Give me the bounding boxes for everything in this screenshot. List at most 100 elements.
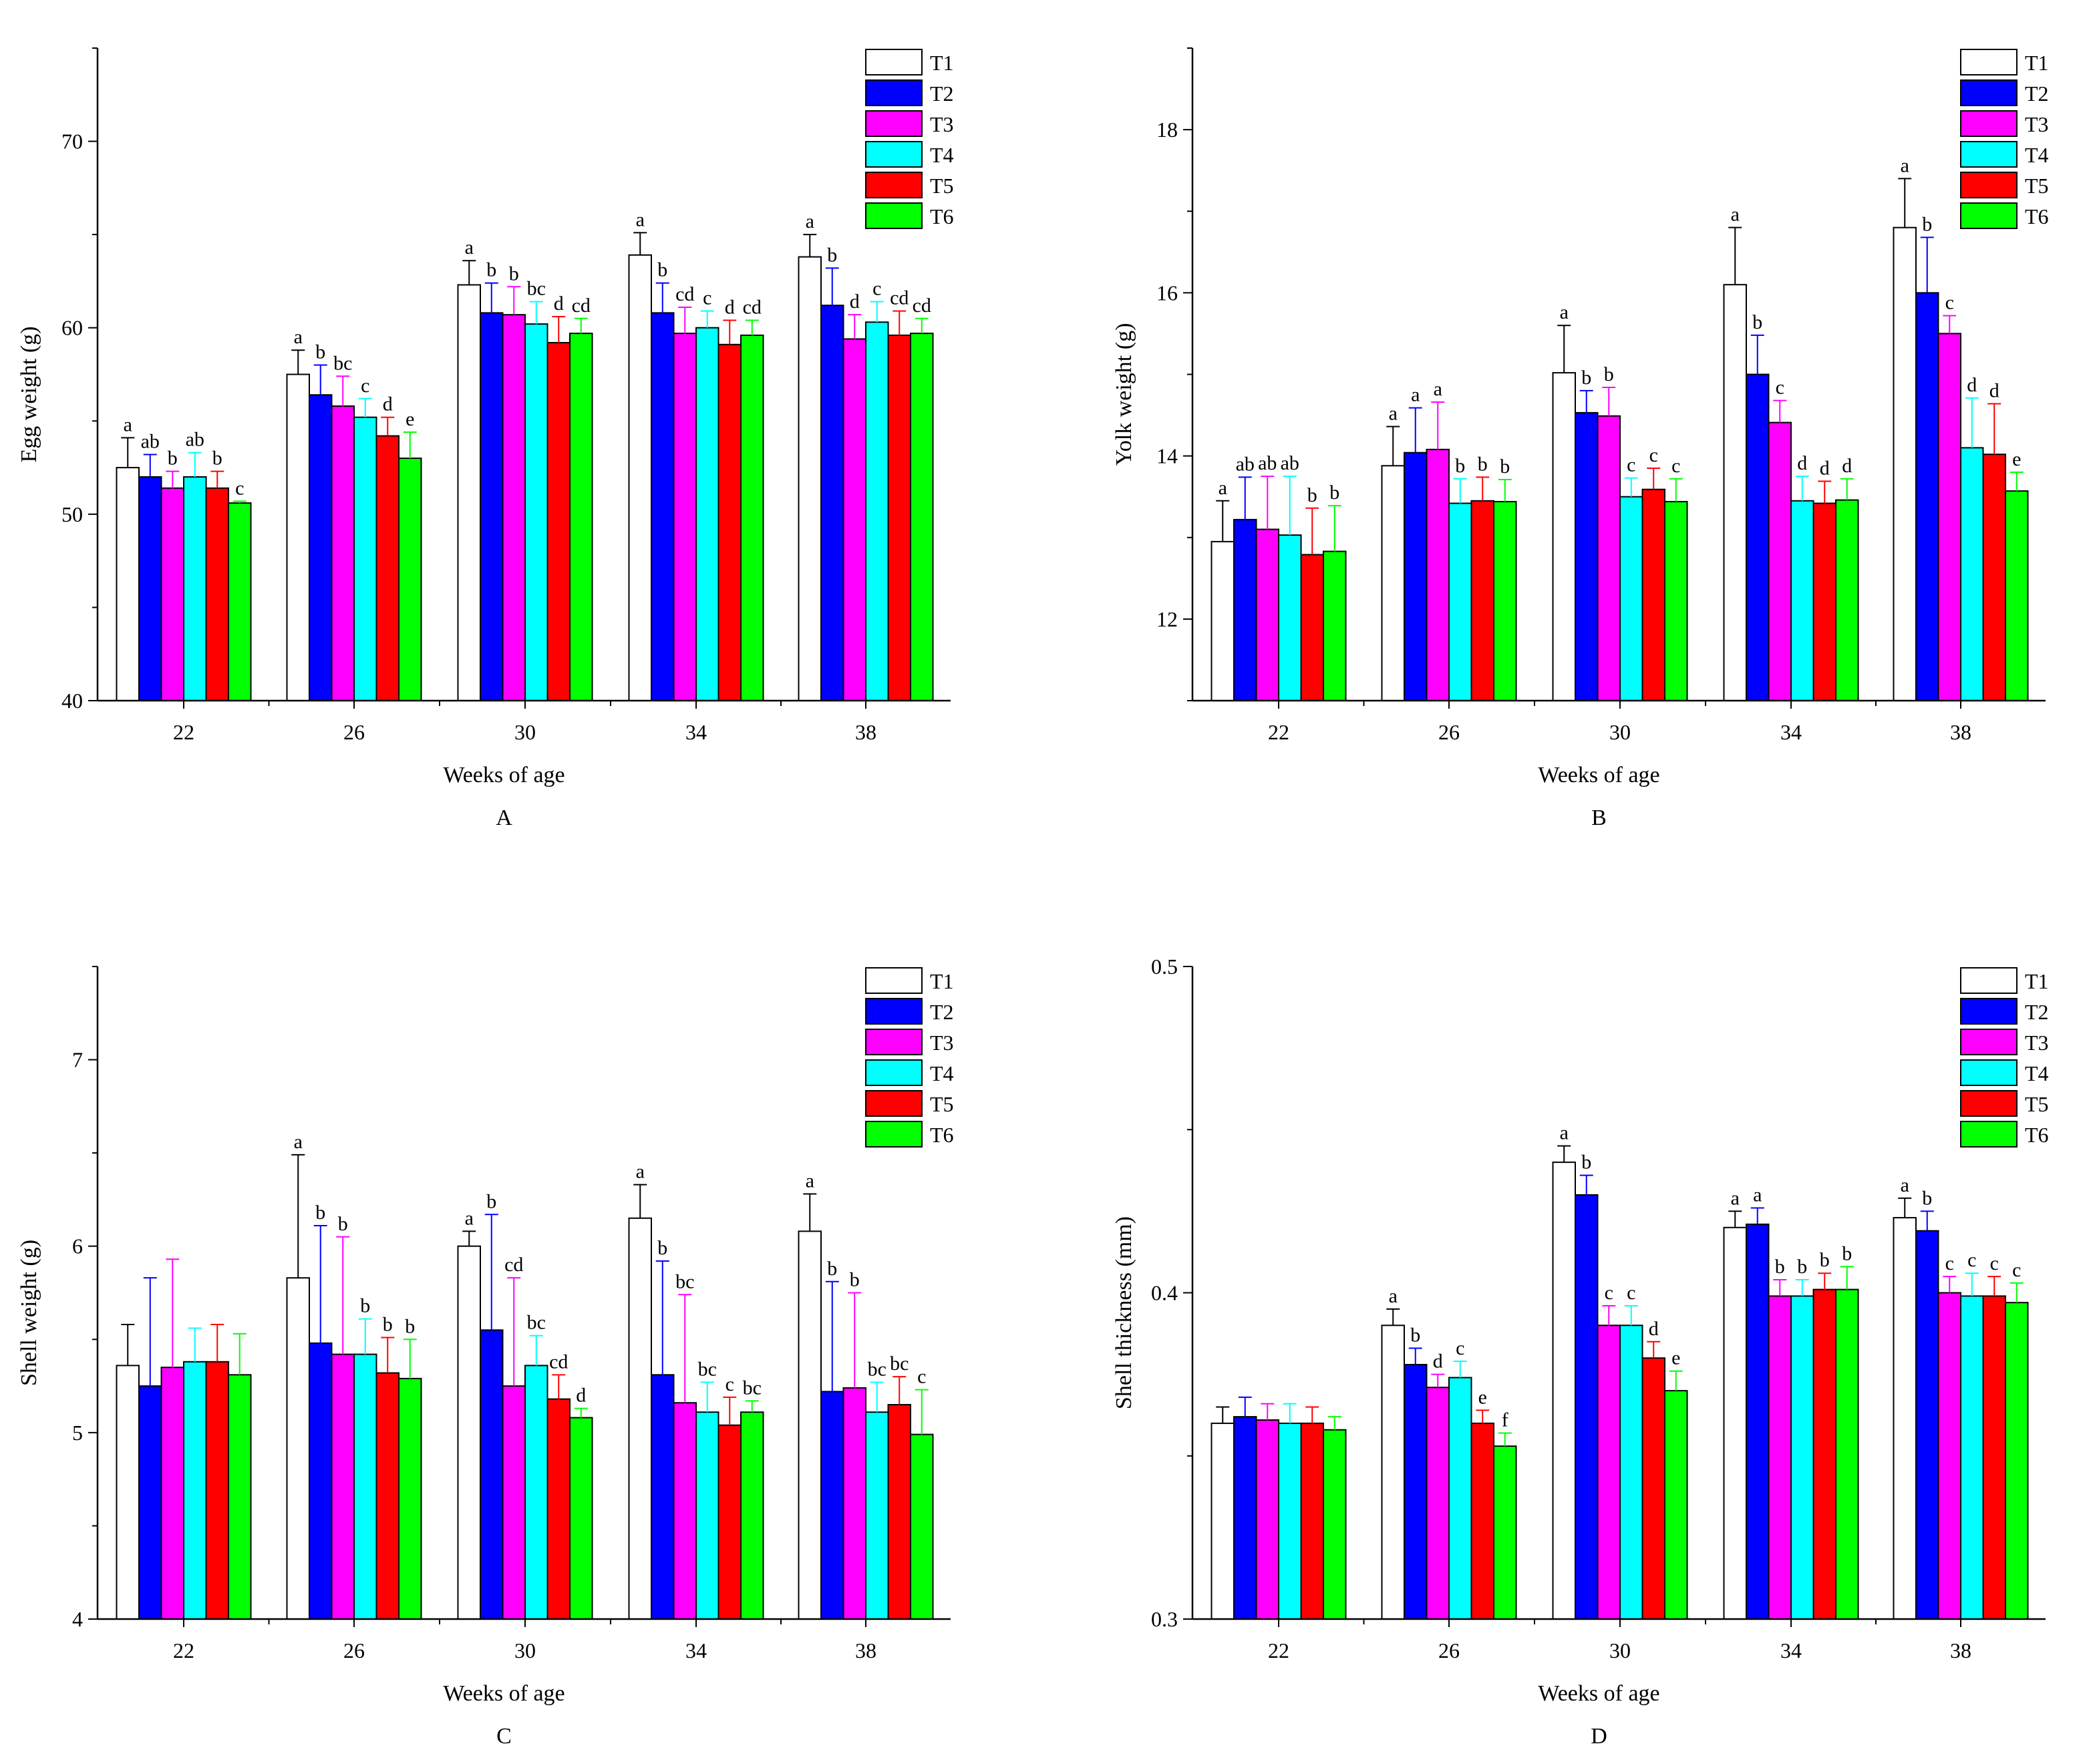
bar-b-t5-wk38 — [1982, 454, 2006, 701]
bar-d-t6-wk22 — [1323, 1429, 1347, 1620]
bar-a-t3-wk22 — [160, 487, 184, 701]
bar-d-t4-wk38 — [1960, 1295, 1984, 1620]
bar-b-t6-wk38 — [2005, 490, 2029, 701]
bar-a-t5-wk30 — [546, 342, 571, 701]
sig-label-b-t1-wk38: a — [1901, 154, 1909, 176]
bar-a-t6-wk30 — [569, 333, 593, 702]
sig-label-c-t4-wk26: b — [360, 1295, 370, 1317]
bar-a-t5-wk22 — [205, 487, 229, 701]
sig-label-d-t1-wk38: a — [1901, 1174, 1909, 1196]
legend-label-b-t5: T5 — [2025, 174, 2049, 198]
sig-label-d-t3-wk34: b — [1775, 1256, 1785, 1278]
sig-label-c-t1-wk30: a — [465, 1207, 474, 1229]
bar-c-t2-wk38 — [820, 1391, 844, 1620]
bar-c-t2-wk30 — [480, 1329, 504, 1620]
bar-d-t1-wk38 — [1893, 1217, 1917, 1620]
x-tick-label-c-22: 22 — [173, 1638, 194, 1662]
sig-label-c-t4-wk34: bc — [698, 1358, 717, 1380]
sig-label-b-t5-wk26: b — [1478, 453, 1488, 475]
y-tick-label-d: 0.4 — [1151, 1281, 1178, 1305]
y-tick-label-c: 6 — [72, 1234, 83, 1258]
x-tick-label-d-34: 34 — [1780, 1638, 1802, 1662]
x-axis-title-d: Weeks of age — [1538, 1681, 1659, 1706]
bar-c-t4-wk26 — [353, 1353, 377, 1620]
legend-label-a-t2: T2 — [930, 81, 954, 106]
legend-label-c-t2: T2 — [930, 1000, 954, 1024]
sig-label-c-t4-wk30: bc — [527, 1312, 546, 1334]
legend-label-b-t2: T2 — [2025, 81, 2049, 106]
sig-label-a-t6-wk26: e — [406, 408, 414, 430]
bar-d-t5-wk34 — [1812, 1288, 1836, 1620]
sig-label-c-t2-wk30: b — [486, 1190, 496, 1212]
bar-b-t1-wk26 — [1381, 465, 1405, 701]
bar-b-t6-wk26 — [1493, 501, 1517, 701]
sig-label-a-t6-wk38: cd — [913, 295, 931, 317]
sig-label-c-t1-wk26: a — [294, 1131, 303, 1153]
bar-a-t5-wk38 — [887, 334, 911, 701]
sig-label-a-t5-wk30: d — [554, 293, 564, 315]
sig-label-b-t3-wk22: ab — [1258, 452, 1277, 474]
panel-label-a: A — [496, 806, 512, 830]
bar-b-t5-wk22 — [1300, 554, 1324, 702]
bar-c-t4-wk34 — [695, 1411, 719, 1620]
y-axis-title-c: Shell weight (g) — [17, 1240, 41, 1386]
sig-label-d-t2-wk38: b — [1922, 1187, 1932, 1209]
sig-label-a-t6-wk22: c — [235, 477, 244, 499]
bar-d-t5-wk22 — [1300, 1422, 1324, 1620]
sig-label-b-t4-wk30: c — [1627, 454, 1635, 476]
sig-label-d-t5-wk26: e — [1478, 1386, 1487, 1408]
legend-swatch-d-t2 — [1960, 998, 2018, 1025]
sig-label-d-t4-wk34: b — [1797, 1256, 1807, 1278]
sig-label-c-t6-wk34: bc — [743, 1377, 762, 1399]
legend-swatch-a-t3 — [865, 110, 923, 137]
sig-label-c-t3-wk30: cd — [504, 1254, 523, 1276]
x-tick-label-a-30: 30 — [514, 720, 536, 744]
legend-label-d-t3: T3 — [2025, 1031, 2049, 1055]
sig-label-d-t2-wk34: a — [1753, 1184, 1762, 1206]
panel-label-b: B — [1591, 806, 1607, 830]
x-axis-title-a: Weeks of age — [443, 763, 565, 787]
legend-swatch-b-t3 — [1960, 110, 2018, 137]
bar-d-t4-wk34 — [1790, 1295, 1814, 1620]
bar-a-t3-wk30 — [502, 314, 526, 701]
bar-b-t4-wk26 — [1448, 502, 1472, 701]
bar-d-t2-wk22 — [1233, 1416, 1257, 1620]
bar-c-t2-wk34 — [651, 1374, 675, 1620]
sig-label-a-t5-wk22: b — [212, 448, 222, 470]
legend-swatch-b-t2 — [1960, 79, 2018, 106]
legend-swatch-d-t5 — [1960, 1090, 2018, 1117]
x-tick-label-d-38: 38 — [1950, 1638, 1971, 1662]
legend-swatch-d-t4 — [1960, 1059, 2018, 1086]
bar-d-t3-wk22 — [1255, 1419, 1279, 1620]
bar-d-t4-wk26 — [1448, 1377, 1472, 1620]
sig-label-c-t5-wk38: bc — [890, 1353, 909, 1375]
sig-label-a-t4-wk30: bc — [527, 278, 546, 300]
sig-label-b-t2-wk34: b — [1752, 311, 1762, 333]
bar-a-t4-wk34 — [695, 327, 719, 701]
bar-b-t6-wk22 — [1323, 550, 1347, 701]
sig-label-a-t3-wk22: b — [168, 448, 178, 470]
bar-c-t3-wk30 — [502, 1385, 526, 1620]
legend-swatch-a-t2 — [865, 79, 923, 106]
bar-a-t1-wk34 — [628, 254, 652, 701]
y-tick-label-b: 16 — [1156, 281, 1178, 305]
x-tick-label-c-38: 38 — [855, 1638, 876, 1662]
legend-swatch-d-t3 — [1960, 1029, 2018, 1055]
sig-label-c-t3-wk38: b — [850, 1269, 860, 1291]
bar-b-t2-wk22 — [1233, 518, 1257, 702]
legend-label-d-t4: T4 — [2025, 1061, 2049, 1085]
sig-label-d-t5-wk38: c — [1990, 1252, 1999, 1274]
legend-label-b-t4: T4 — [2025, 143, 2049, 167]
bar-a-t3-wk38 — [842, 338, 866, 701]
sig-label-b-t2-wk22: ab — [1236, 453, 1255, 475]
sig-label-c-t1-wk34: a — [636, 1161, 645, 1183]
legend-swatch-b-t5 — [1960, 172, 2018, 198]
x-tick-label-c-34: 34 — [685, 1638, 707, 1662]
bar-c-t6-wk34 — [740, 1411, 764, 1620]
bar-b-t2-wk26 — [1404, 452, 1428, 701]
bar-a-t4-wk30 — [524, 323, 548, 702]
x-tick-label-d-30: 30 — [1609, 1638, 1631, 1662]
bar-c-t3-wk38 — [842, 1387, 866, 1620]
